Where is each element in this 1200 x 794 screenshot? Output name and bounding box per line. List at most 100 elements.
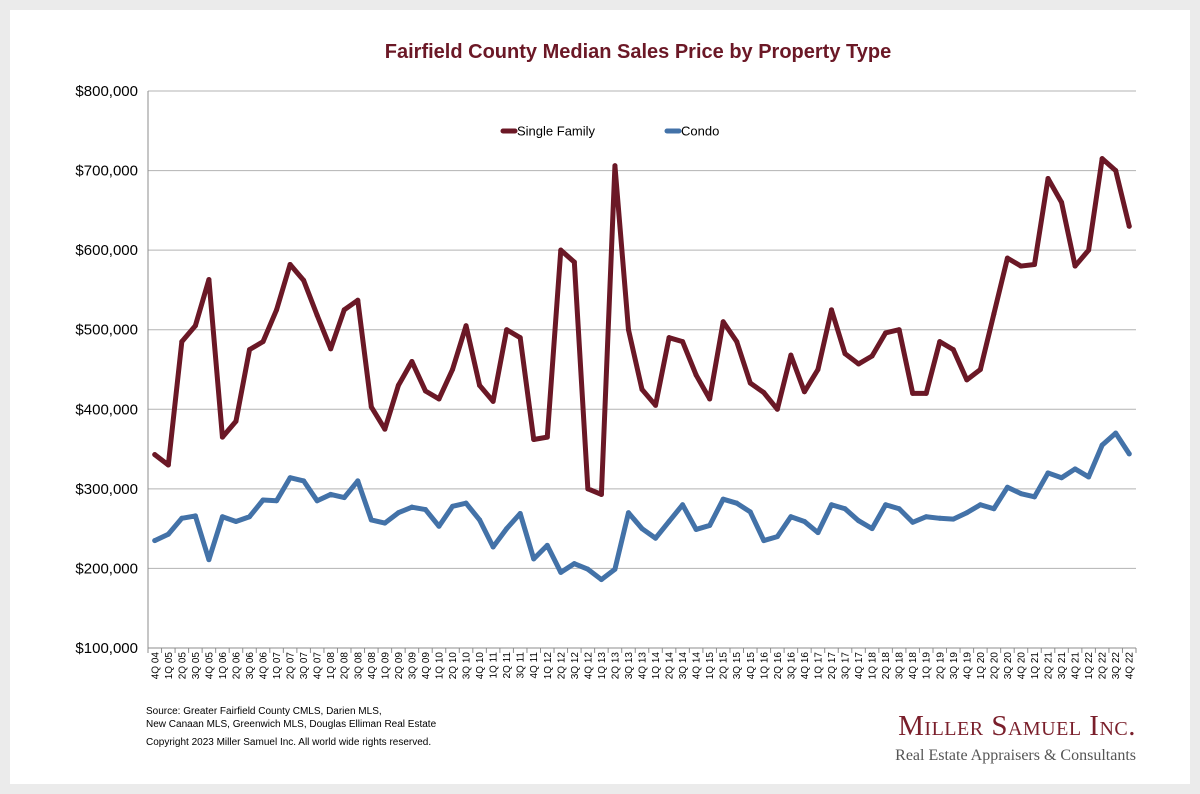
data-point: [680, 502, 686, 508]
x-tick-label: 2Q 13: [610, 652, 621, 680]
x-tick-label: 1Q 16: [759, 652, 770, 680]
x-tick-label: 1Q 19: [922, 652, 933, 680]
data-point: [341, 495, 347, 501]
data-point: [206, 277, 212, 283]
data-point: [625, 510, 631, 516]
x-tick-label: 4Q 15: [746, 652, 757, 680]
data-point: [910, 390, 916, 396]
data-point: [653, 535, 659, 541]
x-tick-label: 3Q 06: [245, 652, 256, 680]
x-tick-label: 4Q 19: [962, 652, 973, 680]
x-tick-label: 4Q 05: [204, 652, 215, 680]
data-point: [544, 434, 550, 440]
data-point: [1031, 494, 1037, 500]
data-point: [382, 426, 388, 432]
x-axis-ticks: 4Q 04 1Q 05 2Q 05 3Q 05 4Q 05 1Q 06 2Q 06 3Q 06…: [150, 652, 1135, 680]
x-tick-label: 3Q 08: [353, 652, 364, 680]
data-point: [463, 500, 469, 506]
data-point: [301, 478, 307, 484]
data-point: [409, 504, 415, 510]
data-point: [233, 418, 239, 424]
source-line-2: New Canaan MLS, Greenwich MLS, Douglas E…: [146, 719, 437, 730]
data-point: [192, 323, 198, 329]
x-tick-label: 4Q 06: [259, 652, 270, 680]
line-chart: Fairfield County Median Sales Price by P…: [75, 41, 1137, 680]
x-tick-label: 4Q 14: [692, 652, 703, 680]
data-point: [896, 327, 902, 333]
x-tick-label: 4Q 08: [367, 652, 378, 680]
data-point: [1059, 475, 1065, 481]
x-tick-label: 3Q 22: [1111, 652, 1122, 680]
data-point: [707, 522, 713, 528]
source-line-1: Source: Greater Fairfield County CMLS, D…: [146, 706, 382, 717]
x-tick-label: 1Q 20: [976, 652, 987, 680]
data-point: [612, 566, 618, 572]
data-point: [964, 377, 970, 383]
data-point: [910, 519, 916, 525]
y-tick-label: $700,000: [75, 163, 138, 180]
data-point: [219, 514, 225, 520]
data-point: [206, 557, 212, 563]
data-point: [260, 497, 266, 503]
data-point: [856, 518, 862, 524]
data-point: [1113, 430, 1119, 436]
data-point: [964, 510, 970, 516]
data-point: [287, 261, 293, 267]
x-tick-label: 2Q 05: [177, 652, 188, 680]
x-tick-label: 4Q 16: [800, 652, 811, 680]
data-point: [165, 462, 171, 468]
x-tick-label: 3Q 20: [1003, 652, 1014, 680]
series-points-single-family: [152, 156, 1132, 497]
data-point: [571, 561, 577, 567]
x-tick-label: 4Q 13: [638, 652, 649, 680]
data-point: [828, 307, 834, 313]
x-tick-label: 4Q 12: [583, 652, 594, 680]
data-point: [815, 530, 821, 536]
x-tick-label: 2Q 12: [556, 652, 567, 680]
data-point: [1059, 199, 1065, 205]
x-tick-label: 2Q 19: [935, 652, 946, 680]
x-tick-label: 3Q 21: [1057, 652, 1068, 680]
y-tick-label: $600,000: [75, 242, 138, 259]
data-point: [1086, 247, 1092, 253]
x-tick-label: 1Q 18: [868, 652, 879, 680]
chart-title: Fairfield County Median Sales Price by P…: [385, 41, 891, 63]
x-tick-label: 4Q 20: [1016, 652, 1027, 680]
x-tick-label: 1Q 17: [813, 652, 824, 680]
x-tick-label: 2Q 17: [827, 652, 838, 680]
data-point: [666, 335, 672, 341]
x-tick-label: 1Q 08: [326, 652, 337, 680]
x-tick-label: 2Q 07: [286, 652, 297, 680]
data-point: [801, 518, 807, 524]
data-point: [490, 398, 496, 404]
data-point: [355, 478, 361, 484]
x-tick-label: 2Q 11: [502, 652, 513, 679]
x-tick-label: 1Q 09: [380, 652, 391, 680]
data-point: [531, 556, 537, 562]
data-point: [409, 359, 415, 365]
legend-item-single-family: Single Family: [500, 124, 596, 139]
data-point: [247, 514, 253, 520]
data-point: [1018, 263, 1024, 269]
data-point: [1031, 261, 1037, 267]
data-point: [301, 277, 307, 283]
data-point: [355, 297, 361, 303]
data-point: [152, 538, 158, 544]
x-tick-label: 4Q 11: [529, 652, 540, 679]
data-point: [328, 346, 334, 352]
x-tick-label: 2Q 18: [881, 652, 892, 680]
data-point: [1072, 466, 1078, 472]
legend: Single Family Condo: [500, 124, 719, 139]
data-point: [774, 406, 780, 412]
x-tick-label: 3Q 12: [570, 652, 581, 680]
data-point: [734, 339, 740, 345]
data-point: [734, 500, 740, 506]
data-point: [977, 502, 983, 508]
data-point: [436, 523, 442, 529]
data-point: [450, 503, 456, 509]
x-tick-label: 2Q 20: [989, 652, 1000, 680]
data-point: [950, 347, 956, 353]
x-tick-label: 2Q 22: [1098, 652, 1109, 680]
x-tick-label: 1Q 10: [434, 652, 445, 680]
data-point: [923, 390, 929, 396]
